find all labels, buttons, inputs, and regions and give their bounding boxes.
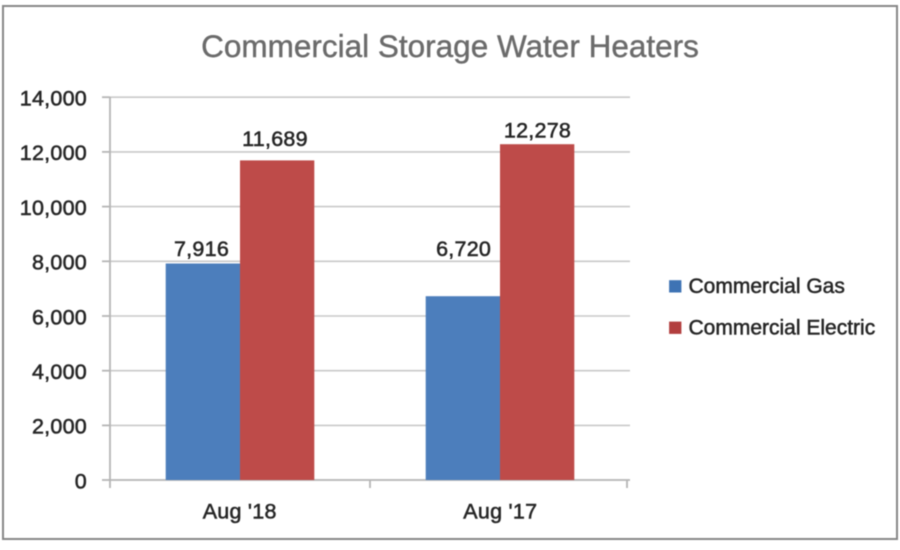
svg-text:12,000: 12,000 (20, 141, 87, 165)
svg-text:Aug '17: Aug '17 (463, 500, 537, 524)
svg-text:6,000: 6,000 (32, 305, 87, 329)
svg-text:Aug '18: Aug '18 (203, 500, 277, 524)
svg-text:14,000: 14,000 (20, 87, 87, 111)
svg-text:4,000: 4,000 (32, 360, 87, 384)
svg-text:11,689: 11,689 (242, 127, 308, 151)
svg-text:Commercial Gas: Commercial Gas (689, 275, 845, 298)
svg-text:Commercial Electric: Commercial Electric (689, 316, 876, 339)
svg-text:6,720: 6,720 (436, 237, 491, 261)
svg-text:10,000: 10,000 (20, 196, 87, 220)
svg-text:8,000: 8,000 (32, 251, 87, 275)
svg-text:0: 0 (75, 469, 87, 493)
svg-text:Commercial Storage Water Heate: Commercial Storage Water Heaters (201, 28, 699, 64)
svg-text:12,278: 12,278 (504, 119, 571, 143)
svg-text:7,916: 7,916 (174, 237, 229, 261)
svg-text:2,000: 2,000 (32, 415, 87, 439)
